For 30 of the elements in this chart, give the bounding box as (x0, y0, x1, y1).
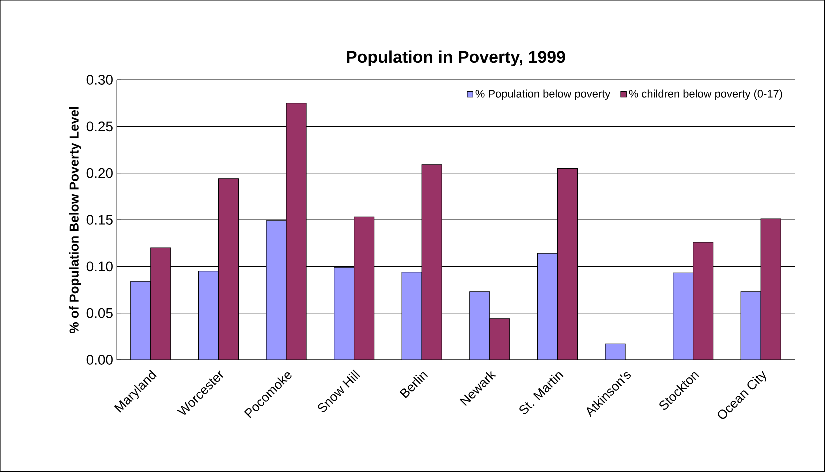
y-axis-title: % of Population Below Poverty Level (69, 107, 82, 334)
y-tick-label: 0.30 (86, 75, 113, 85)
y-tick-label: 0.20 (86, 168, 113, 178)
bar (354, 216, 375, 360)
bar (693, 242, 714, 360)
legend-label: % children below poverty (0-17) (629, 90, 782, 100)
chart-title: Population in Poverty, 1999 (347, 50, 566, 67)
y-tick-label: 0.15 (86, 215, 113, 225)
y-tick-label: 0.25 (86, 122, 113, 132)
bar (286, 103, 307, 360)
bar (422, 164, 442, 360)
bar (218, 178, 240, 360)
bar (490, 318, 510, 360)
bar (198, 271, 220, 360)
bar (266, 220, 287, 360)
legend-label: % Population below poverty (476, 90, 611, 100)
bar (605, 344, 626, 360)
bar (557, 168, 578, 360)
bar (537, 253, 558, 360)
y-tick-label: 0.10 (86, 262, 113, 272)
bar (470, 292, 490, 360)
y-tick-label: 0.00 (86, 355, 113, 365)
bar (740, 292, 762, 360)
bar (334, 267, 355, 360)
y-tick-label: 0.05 (86, 308, 113, 318)
bar (130, 281, 152, 360)
bar (402, 272, 422, 360)
bar (673, 272, 694, 360)
bar (150, 248, 172, 360)
bar (760, 218, 782, 360)
